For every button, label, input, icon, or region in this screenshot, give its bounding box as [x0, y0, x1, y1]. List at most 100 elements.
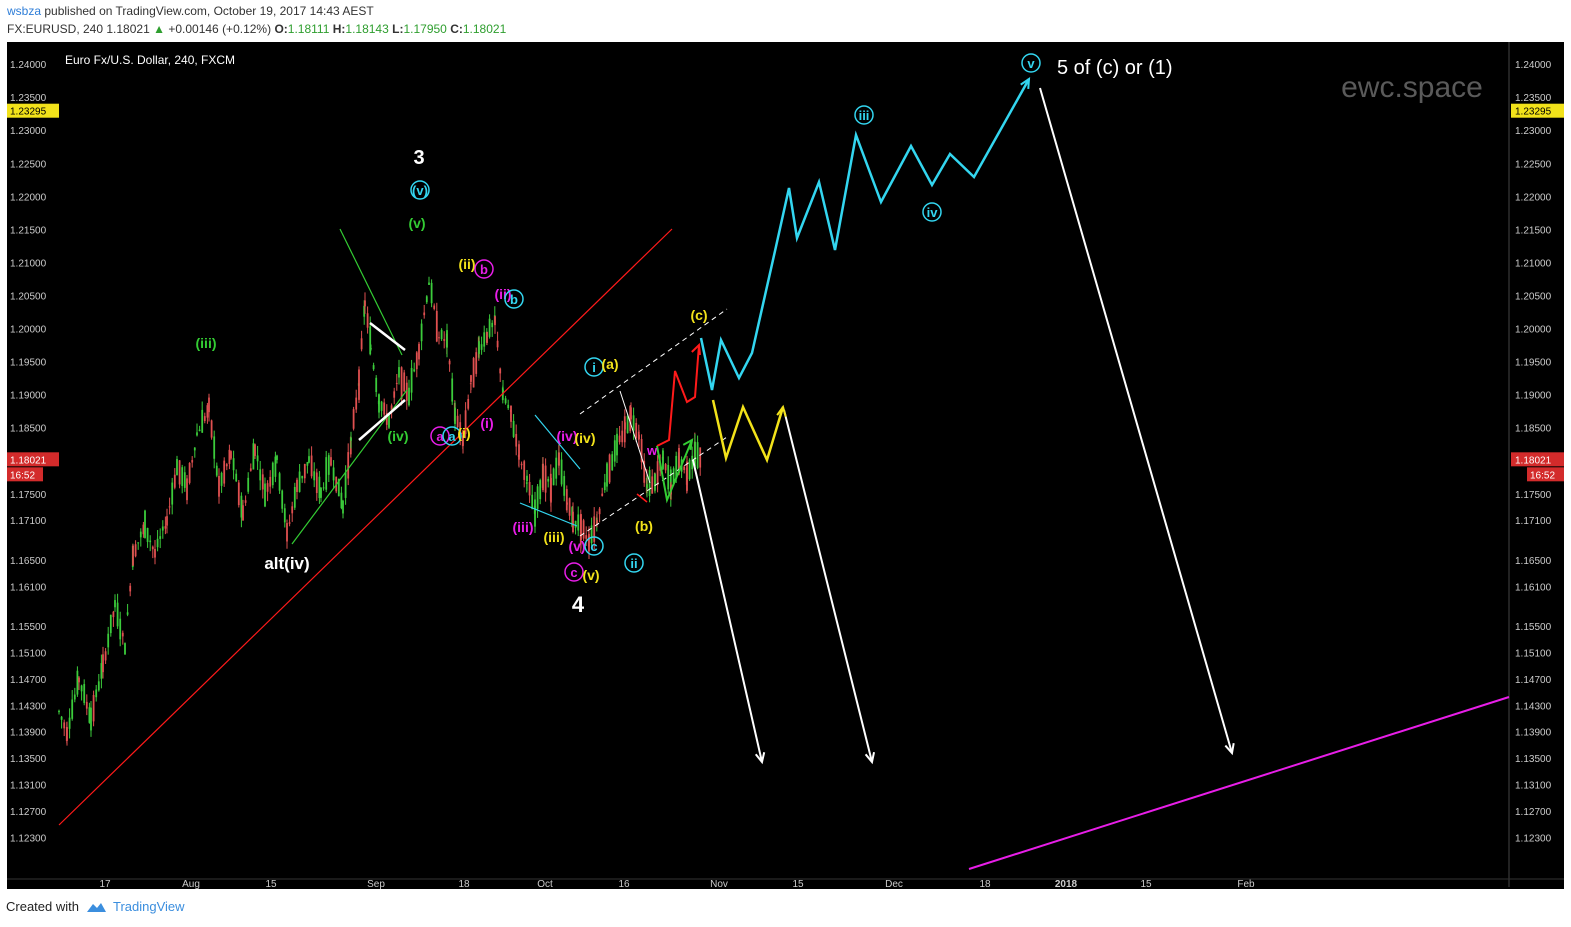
candle-body — [80, 685, 83, 692]
candle-body — [159, 536, 162, 539]
candle-body — [423, 312, 426, 316]
candle-body — [375, 377, 378, 392]
candle-body — [656, 461, 659, 485]
candle-body — [598, 508, 601, 515]
candle-body — [92, 694, 95, 722]
candle-body — [332, 467, 335, 481]
wave-b-yellow: (b) — [635, 518, 653, 534]
wave-iii-cyan: iii — [859, 108, 870, 123]
candle-body — [420, 323, 423, 342]
candle-body — [193, 447, 196, 451]
y-tick-left: 1.23000 — [10, 126, 47, 137]
close-value: 1.18021 — [462, 22, 507, 36]
target-arrow-3 — [1039, 87, 1233, 754]
candle-body — [488, 318, 491, 337]
candle-body — [310, 455, 313, 477]
wave-ii-cyan: ii — [630, 556, 637, 571]
wave-i-magenta: (i) — [480, 415, 493, 431]
y-tick-left: 1.15500 — [10, 622, 47, 633]
trendline-magenta — [968, 696, 1510, 870]
candle-body — [228, 449, 231, 464]
candle-body — [63, 722, 66, 729]
trendline-red — [58, 228, 673, 826]
candle-body — [281, 490, 284, 509]
pullback-line — [619, 390, 651, 484]
wave-iv-magenta: (iv) — [557, 428, 578, 444]
candle-body — [203, 416, 206, 421]
candle-body — [71, 699, 74, 719]
chart-background — [7, 42, 1564, 889]
x-tick: Feb — [1237, 879, 1255, 889]
candle-body — [454, 407, 456, 424]
candle-body — [237, 482, 240, 506]
candle-body — [390, 405, 393, 411]
wedge-line-cyan-upper — [534, 414, 581, 470]
marker-price-right: 1.23295 — [1515, 107, 1552, 118]
candle-body — [518, 444, 520, 460]
candle-body — [596, 520, 598, 526]
arrowhead-red — [691, 342, 702, 356]
time-tag-right — [1527, 467, 1564, 482]
y-tick-right: 1.13900 — [1515, 728, 1552, 739]
candle-body — [563, 476, 566, 496]
wave-v-yellow: (v) — [582, 567, 599, 583]
candle-body — [582, 520, 585, 539]
candle-body — [308, 456, 310, 463]
candle-body — [370, 348, 372, 350]
y-tick-right: 1.22500 — [1515, 159, 1552, 170]
y-tick-left: 1.19500 — [10, 358, 47, 369]
candle-body — [337, 478, 340, 497]
tradingview-link[interactable]: TradingView — [112, 899, 185, 914]
target-arrow-1 — [692, 459, 763, 763]
candle-body — [232, 458, 235, 471]
arrowhead-2 — [864, 752, 876, 765]
candle-body — [539, 480, 542, 500]
candle-body — [215, 465, 218, 476]
author-link[interactable]: wsbza — [7, 4, 42, 18]
candle-body — [78, 677, 80, 683]
y-tick-right: 1.15500 — [1515, 622, 1552, 633]
candle-body — [428, 282, 430, 285]
candle-body — [156, 538, 159, 548]
candle-body — [149, 540, 152, 543]
candle-body — [635, 422, 638, 439]
chart-frame[interactable]: 1.24000 1.24000 1.23500 1.23500 1.23000 1.230… — [7, 42, 1564, 889]
candle-body — [100, 663, 103, 679]
wave-a-cyan: a — [448, 429, 456, 444]
projection-yellow — [711, 399, 785, 464]
wedge-line-cyan-lower — [519, 502, 578, 527]
chart-canvas[interactable]: 1.24000 1.24000 1.23500 1.23500 1.23000 1.230… — [7, 42, 1564, 889]
candle-body — [269, 476, 272, 487]
candle-body — [618, 435, 621, 443]
candle-body — [223, 460, 226, 484]
candle-body — [306, 462, 309, 466]
footer: Created with TradingView — [6, 899, 185, 914]
candle-body — [574, 520, 577, 528]
candle-body — [526, 475, 528, 482]
candle-body — [654, 474, 656, 491]
y-tick-right: 1.19000 — [1515, 391, 1552, 402]
candle-body — [608, 454, 611, 483]
candle-body — [499, 368, 502, 374]
candle-body — [218, 476, 220, 497]
candle-body — [247, 477, 250, 492]
wedge-line-white-upper — [369, 322, 406, 351]
arrowhead-cyan — [1020, 77, 1031, 90]
symbol-info: FX:EURUSD, 240 1.18021 ▲ +0.00146 (+0.12… — [7, 22, 506, 36]
candle-body — [134, 544, 137, 557]
candle-body — [196, 432, 198, 436]
candle-body — [536, 486, 539, 509]
candle-body — [161, 526, 164, 531]
candle-body — [378, 394, 380, 413]
candle-body — [496, 340, 499, 348]
y-tick-left: 1.20000 — [10, 325, 47, 336]
candle-body — [352, 409, 355, 429]
x-tick: Nov — [710, 879, 728, 889]
time-tag-left — [7, 467, 43, 482]
candle-body — [342, 500, 344, 514]
candle-body — [675, 455, 678, 480]
open-value: 1.18111 — [287, 22, 330, 36]
wave-v-cyan-final: v — [1027, 56, 1035, 71]
candle-body — [630, 407, 632, 420]
candle-body — [464, 410, 467, 435]
